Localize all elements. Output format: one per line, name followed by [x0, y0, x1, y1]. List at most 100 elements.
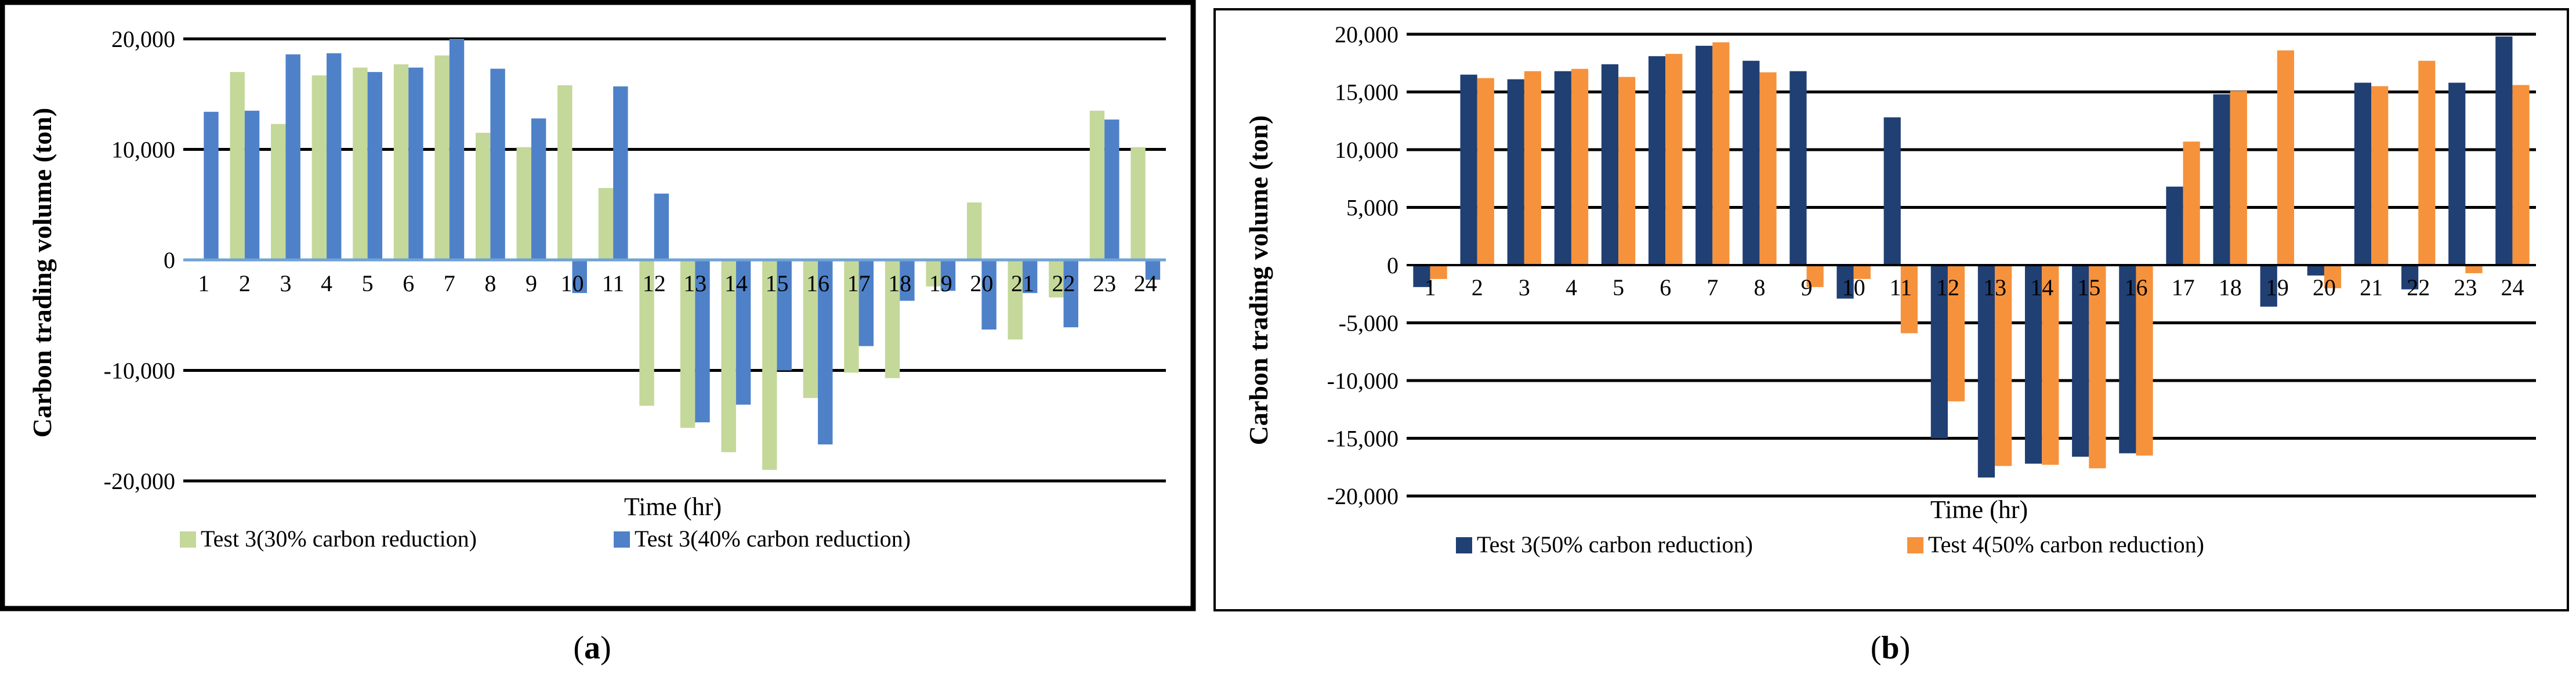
bar-series-2: [695, 260, 710, 423]
bar-series-1: [1554, 71, 1571, 266]
bar-series-1: [1836, 265, 1854, 299]
x-tick-label: 17: [2172, 274, 2195, 301]
bar-series-1: [516, 147, 531, 260]
bar-series-1: [2024, 265, 2042, 464]
bar-series-2: [2089, 265, 2106, 469]
y-tick-label: -10,000: [104, 358, 175, 384]
bar-series-1: [803, 260, 818, 399]
x-tick-label: 10: [1842, 274, 1865, 301]
bar-series-1: [311, 75, 327, 260]
bar-series-2: [449, 39, 465, 260]
x-tick-label: 6: [403, 270, 414, 296]
x-tick-label: 20: [2313, 274, 2336, 301]
bar-series-2: [1524, 71, 1542, 266]
x-tick-label: 3: [280, 270, 291, 296]
bar-series-2: [654, 193, 669, 260]
bar-series-1: [1695, 45, 1713, 266]
x-tick-label: 20: [970, 270, 993, 296]
legend-swatch: [614, 531, 630, 548]
x-tick-label: 14: [724, 270, 748, 296]
x-tick-label: 5: [362, 270, 374, 296]
bar-series-1: [1008, 260, 1023, 340]
bar-series-1: [598, 188, 614, 260]
bar-series-1: [557, 85, 573, 260]
x-tick-label: 16: [806, 270, 829, 296]
bar-series-2: [572, 260, 587, 294]
x-tick-label: 8: [1753, 274, 1765, 301]
x-tick-label: 24: [2501, 274, 2524, 301]
bar-series-1: [762, 260, 777, 470]
bar-series-2: [2418, 60, 2436, 266]
bar-series-1: [1930, 265, 1948, 439]
x-tick-label: 24: [1134, 270, 1157, 296]
bar-series-2: [818, 260, 833, 445]
y-tick-label: 0: [1387, 252, 1398, 278]
bar-series-2: [1022, 260, 1038, 294]
panel-a-caption: (a): [573, 630, 611, 666]
x-tick-label: 4: [1566, 274, 1577, 301]
bar-series-2: [1430, 265, 1447, 279]
x-tick-label: 19: [929, 270, 952, 296]
bar-series-2: [1995, 265, 2012, 466]
bar-series-2: [2512, 85, 2530, 265]
bar-series-1: [1089, 110, 1105, 260]
legend-swatch: [1456, 537, 1472, 553]
bar-series-2: [1063, 260, 1078, 328]
legend-label: Test 4(50% carbon reduction): [1928, 531, 2204, 557]
bar-series-1: [1648, 56, 1666, 265]
bar-series-2: [2277, 50, 2295, 266]
x-tick-label: 23: [1093, 270, 1116, 296]
x-tick-label: 14: [2030, 274, 2053, 301]
bar-series-1: [2166, 186, 2183, 265]
bar-series-2: [900, 260, 915, 301]
bar-series-1: [230, 72, 245, 260]
bar-series-2: [613, 86, 628, 260]
bar-series-2: [1712, 42, 1730, 266]
y-tick-label: -15,000: [1327, 426, 1398, 452]
bar-series-1: [353, 67, 368, 260]
bar-series-2: [777, 260, 792, 371]
bar-series-1: [926, 260, 941, 287]
y-tick-label: 20,000: [1335, 21, 1398, 48]
x-tick-label: 2: [239, 270, 251, 296]
panel-b-caption-letter: b: [1881, 630, 1899, 666]
bar-series-2: [285, 54, 300, 260]
bar-series-1: [393, 64, 409, 260]
x-tick-label: 9: [1801, 274, 1813, 301]
x-tick-label: 22: [1052, 270, 1075, 296]
x-tick-label: 15: [2077, 274, 2100, 301]
bar-series-2: [531, 118, 546, 260]
x-tick-label: 18: [2219, 274, 2242, 301]
legend-label: Test 3(50% carbon reduction): [1477, 531, 1753, 557]
y-tick-label: 0: [164, 247, 175, 273]
panel-a-ylabel: Carbon trading volume (ton): [27, 108, 57, 438]
x-tick-label: 9: [526, 270, 537, 296]
x-tick-label: 18: [888, 270, 911, 296]
bar-series-1: [2119, 265, 2136, 454]
bar-series-1: [2307, 265, 2324, 276]
bar-series-1: [1789, 71, 1807, 266]
panel-a-caption-letter: a: [584, 630, 600, 666]
x-tick-label: 10: [561, 270, 584, 296]
bar-series-1: [1883, 117, 1901, 265]
x-tick-label: 19: [2266, 274, 2289, 301]
panel-b-caption: (b): [1871, 630, 1910, 666]
bar-series-1: [1977, 265, 1995, 478]
x-tick-label: 21: [1011, 270, 1034, 296]
panel-b-ylabel: Carbon trading volume (ton): [1244, 115, 1273, 446]
bar-series-2: [2371, 86, 2389, 266]
x-tick-label: 4: [321, 270, 332, 296]
bar-series-2: [490, 68, 505, 260]
bar-series-1: [721, 260, 736, 452]
bar-series-1: [1413, 265, 1430, 287]
bar-series-1: [1049, 260, 1064, 298]
bar-series-2: [1759, 72, 1777, 266]
bar-series-2: [2042, 265, 2059, 465]
x-tick-label: 11: [602, 270, 625, 296]
x-tick-label: 5: [1613, 274, 1624, 301]
bar-series-1: [680, 260, 695, 428]
bar-series-2: [1853, 265, 1871, 279]
bar-series-1: [966, 202, 982, 260]
legend-swatch: [180, 531, 196, 548]
